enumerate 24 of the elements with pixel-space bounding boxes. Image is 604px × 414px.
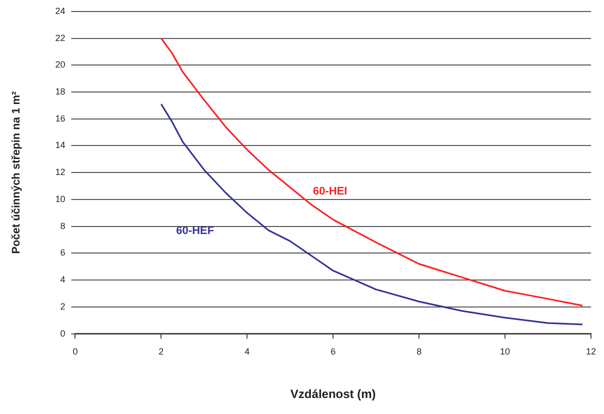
x-tick-label: 10 bbox=[500, 346, 510, 357]
x-tick-label: 12 bbox=[586, 346, 596, 357]
x-tick-label: 2 bbox=[158, 346, 164, 357]
y-tick-label: 22 bbox=[55, 32, 66, 43]
y-tick-label: 8 bbox=[60, 220, 66, 231]
y-tick-label: 20 bbox=[55, 60, 66, 70]
y-tick-label: 14 bbox=[55, 140, 66, 150]
series-label: 60-HEI bbox=[312, 185, 348, 198]
x-tick-label: 4 bbox=[244, 346, 250, 357]
y-axis-title: Počet účinných střepin na 1 m² bbox=[10, 90, 23, 254]
x-tick-label: 0 bbox=[72, 346, 78, 357]
text: 60-HEF bbox=[176, 225, 214, 238]
y-tick-label: 10 bbox=[55, 194, 66, 204]
y-tick-label: 2 bbox=[60, 301, 66, 312]
y-tick-label: 24 bbox=[55, 6, 66, 16]
y-tick-label: 6 bbox=[60, 248, 66, 258]
x-axis-title: Vzdálenost (m) bbox=[290, 387, 376, 402]
y-tick-label: 0 bbox=[60, 328, 66, 338]
y-tick-label: 4 bbox=[60, 274, 66, 285]
y-tick-label: 18 bbox=[55, 86, 66, 96]
y-tick-label: 16 bbox=[55, 113, 66, 124]
y-tick-label: 12 bbox=[55, 167, 66, 178]
x-tick-label: 6 bbox=[330, 346, 336, 357]
x-tick-label: 8 bbox=[416, 346, 422, 357]
